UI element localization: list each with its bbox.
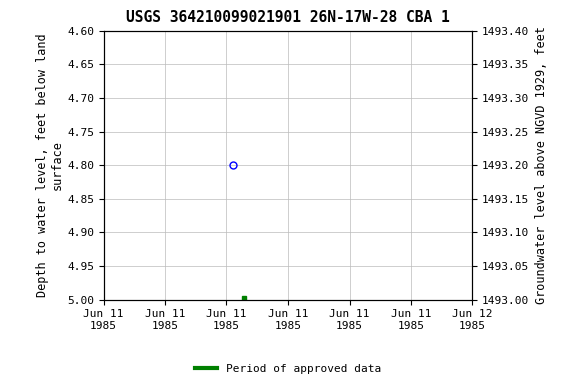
Legend: Period of approved data: Period of approved data [191,359,385,379]
Title: USGS 364210099021901 26N-17W-28 CBA 1: USGS 364210099021901 26N-17W-28 CBA 1 [126,10,450,25]
Y-axis label: Depth to water level, feet below land
surface: Depth to water level, feet below land su… [36,33,64,297]
Y-axis label: Groundwater level above NGVD 1929, feet: Groundwater level above NGVD 1929, feet [535,26,548,304]
